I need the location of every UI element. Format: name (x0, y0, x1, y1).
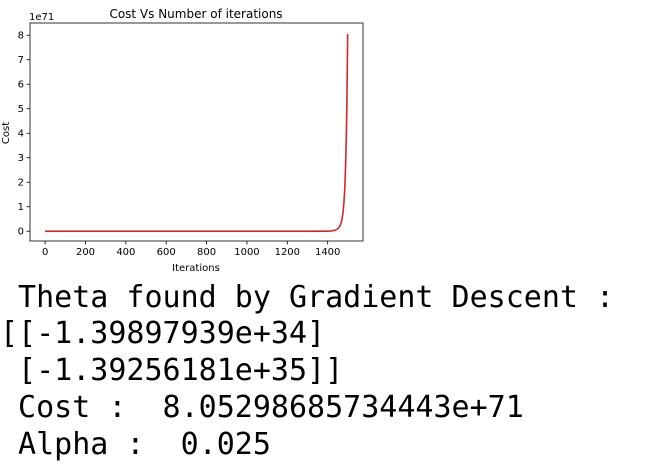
chart-title: Cost Vs Number of iterations (109, 7, 282, 21)
x-tick-label: 0 (42, 247, 48, 258)
x-tick-label: 400 (116, 247, 135, 258)
y-axis-ticks: 0 1 2 3 4 5 6 7 8 (18, 31, 30, 238)
y-tick-label: 4 (18, 129, 24, 140)
plot-frame (29, 22, 364, 242)
output-theta-row-2: [-1.39256181e+35]] (0, 353, 344, 388)
y-axis-label: Cost (1, 122, 12, 144)
x-tick-label: 1400 (315, 247, 340, 258)
cost-series-line (45, 34, 349, 232)
y-tick-label: 7 (18, 55, 24, 66)
x-tick-label: 200 (76, 247, 95, 258)
cost-chart: Cost Vs Number of iterations 1e71 0 200 40… (1, 7, 364, 274)
x-tick-label: 600 (157, 247, 176, 258)
series-group (45, 34, 349, 232)
y-tick-label: 6 (18, 80, 24, 91)
y-tick-label: 1 (18, 202, 24, 213)
output-cost: Cost : 8.05298685734443e+71 (0, 390, 524, 425)
y-tick-label: 8 (18, 31, 24, 42)
plot-area (29, 22, 364, 242)
x-axis-ticks: 0 200 400 600 800 1000 1200 1400 (42, 241, 340, 258)
output-theta-row-1: [[-1.39897939e+34] (0, 316, 326, 351)
y-tick-label: 0 (18, 227, 24, 238)
y-tick-label: 3 (18, 153, 24, 164)
x-tick-label: 800 (197, 247, 216, 258)
y-offset-label: 1e71 (29, 12, 54, 23)
x-tick-label: 1000 (234, 247, 259, 258)
x-tick-label: 1200 (275, 247, 300, 258)
x-axis-label: Iterations (172, 263, 220, 274)
output-alpha: Alpha : 0.025 (0, 427, 271, 462)
y-tick-label: 2 (18, 178, 24, 189)
y-tick-label: 5 (18, 104, 24, 115)
output-theta-label: Theta found by Gradient Descent : (0, 280, 615, 315)
